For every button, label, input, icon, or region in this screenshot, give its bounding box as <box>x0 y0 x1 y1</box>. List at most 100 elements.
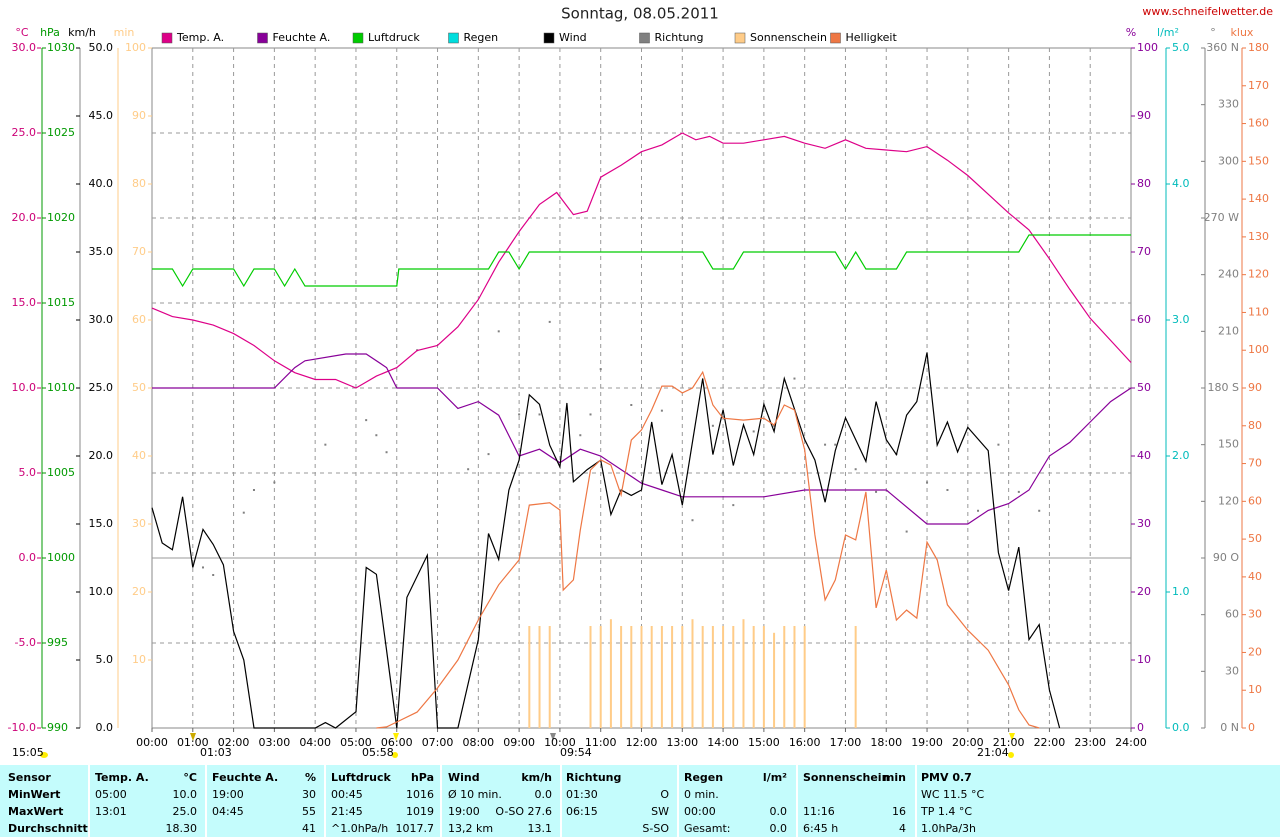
legend-swatch <box>448 32 459 44</box>
y-tick-label: 360 N <box>1206 41 1239 54</box>
direction-dot <box>242 511 245 514</box>
x-tick-label: 19:00 <box>911 736 943 749</box>
y-tick-label: 110 <box>1248 305 1269 318</box>
direction-dot <box>375 434 378 437</box>
legend-swatch <box>830 32 841 44</box>
y-tick-label: 80 <box>1137 177 1151 190</box>
series-line <box>376 370 1040 729</box>
sun-bar <box>630 626 633 728</box>
cell-right: S-SO <box>642 822 669 835</box>
cell-right: 55 <box>302 805 316 818</box>
y-tick-label: 50 <box>132 381 146 394</box>
direction-dot <box>732 504 735 507</box>
y-tick-label: 50 <box>1137 381 1151 394</box>
direction-dot <box>773 424 776 427</box>
y-tick-label: 20.0 <box>12 211 37 224</box>
cell-right: O <box>660 788 669 801</box>
x-tick-label: 13:00 <box>666 736 698 749</box>
y-tick-label: 180 S <box>1208 381 1239 394</box>
x-tick-label: 10:00 <box>544 736 576 749</box>
sun-bar <box>528 626 531 728</box>
axis-unit: ° <box>1210 26 1216 39</box>
stats-table: Sensor Temp. A. °C Feuchte A.% Luftdruck hPa W… <box>0 765 1280 837</box>
x-tick-label: 12:00 <box>626 736 658 749</box>
direction-dot <box>824 443 827 446</box>
sun-bar <box>609 619 612 728</box>
cell-left: 00:00 <box>684 805 716 818</box>
series-line <box>152 234 1131 288</box>
direction-dot <box>538 413 541 416</box>
cell-left: 1.0hPa/3h <box>921 822 977 835</box>
x-tick-label: 00:00 <box>136 736 168 749</box>
y-tick-label: 1005 <box>47 466 75 479</box>
series-line <box>151 132 1132 389</box>
x-tick-label: 07:00 <box>422 736 454 749</box>
y-tick-label: 40 <box>132 449 146 462</box>
cell-right: 1019 <box>406 805 434 818</box>
cell-left: 13:01 <box>95 805 127 818</box>
y-tick-label: 995 <box>47 636 68 649</box>
y-tick-label: 45.0 <box>89 109 114 122</box>
y-tick-label: 5.0 <box>1172 41 1190 54</box>
y-tick-label: 1.0 <box>1172 585 1190 598</box>
source: www.schneifelwetter.de <box>1142 5 1273 18</box>
cell-left: 21:45 <box>331 805 363 818</box>
column-separator <box>796 765 798 837</box>
y-tick-label: 120 <box>1248 268 1269 281</box>
cell-right: SW <box>651 805 669 818</box>
legend-label: Regen <box>464 31 499 44</box>
cell-right: 0.0 <box>534 788 553 801</box>
cell-left: 11:16 <box>803 805 835 818</box>
series-line <box>152 353 1132 525</box>
sun-bar <box>762 626 765 728</box>
direction-dot <box>201 566 204 569</box>
sun-bar <box>660 626 663 728</box>
y-tick-label: 50 <box>1248 532 1262 545</box>
x-tick-label: 06:00 <box>381 736 413 749</box>
direction-dot <box>273 481 276 484</box>
y-tick-label: 20.0 <box>89 449 114 462</box>
legend-swatch <box>257 32 268 44</box>
cell-right: 4 <box>899 822 906 835</box>
direction-dot <box>834 443 837 446</box>
cell-left: 0 min. <box>684 788 719 801</box>
column-separator <box>560 765 562 837</box>
cell-right: 13.1 <box>527 822 553 835</box>
direction-dot <box>997 443 1000 446</box>
sun-bar <box>722 626 725 728</box>
y-tick-label: 1020 <box>47 211 75 224</box>
axis-unit: % <box>1126 26 1136 39</box>
column-separator <box>88 765 90 837</box>
cell-left: WC 11.5 °C <box>921 788 985 801</box>
y-tick-label: -10.0 <box>8 721 36 734</box>
cell-left: 6:45 h <box>803 822 839 835</box>
y-tick-label: 60 <box>1225 608 1239 621</box>
direction-dot <box>711 424 714 427</box>
row-label: MaxWert <box>8 805 64 818</box>
y-tick-label: 20 <box>1248 645 1262 658</box>
y-tick-label: 300 <box>1218 154 1239 167</box>
y-tick-label: 50.0 <box>89 41 114 54</box>
cell-left: ^1.0hPa/h <box>331 822 389 835</box>
x-tick-label: 14:00 <box>707 736 739 749</box>
column-separator <box>915 765 917 837</box>
direction-dot <box>365 419 368 422</box>
direction-dot <box>630 404 633 406</box>
direction-dot <box>752 430 755 433</box>
axis-unit: hPa <box>40 26 60 39</box>
y-tick-label: 330 <box>1218 98 1239 111</box>
cell-right: 25.0 <box>172 805 198 818</box>
x-tick-label: 05:00 <box>340 736 372 749</box>
column-separator <box>440 765 442 837</box>
direction-dot <box>385 451 388 454</box>
y-tick-label: 1015 <box>47 296 75 309</box>
y-tick-label: 1030 <box>47 41 75 54</box>
y-tick-label: 60 <box>132 313 146 326</box>
y-tick-label: 30.0 <box>12 41 37 54</box>
sun-bar <box>681 626 684 728</box>
x-tick-label: 23:00 <box>1074 736 1106 749</box>
x-tick-label: 09:00 <box>503 736 535 749</box>
sun-bar <box>640 626 643 728</box>
cell-left: 13,2 km <box>448 822 494 835</box>
y-tick-label: 30 <box>1248 608 1262 621</box>
